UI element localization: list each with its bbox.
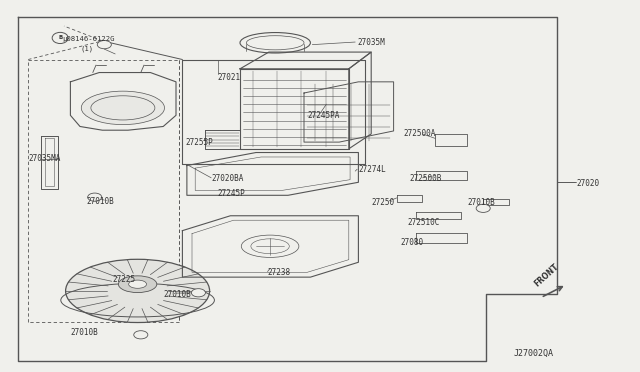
Text: B: B [58, 35, 62, 41]
Text: 27035MA: 27035MA [29, 154, 61, 163]
Text: 27010B: 27010B [163, 290, 191, 299]
Ellipse shape [81, 91, 164, 125]
Text: 272500B: 272500B [410, 174, 442, 183]
Text: 27255P: 27255P [186, 138, 213, 147]
Text: 27245PA: 27245PA [307, 111, 340, 120]
Ellipse shape [65, 259, 210, 323]
Text: 27020: 27020 [576, 179, 599, 187]
Text: 272500A: 272500A [403, 129, 436, 138]
Text: 27238: 27238 [268, 268, 291, 277]
Ellipse shape [191, 289, 205, 297]
Text: 27245P: 27245P [218, 189, 245, 198]
Text: 27035M: 27035M [357, 38, 385, 46]
Text: 27225: 27225 [112, 275, 135, 284]
Text: 27080: 27080 [401, 238, 424, 247]
Text: 27274L: 27274L [358, 165, 386, 174]
Text: J27002QA: J27002QA [514, 349, 554, 358]
Text: 272510C: 272510C [408, 218, 440, 227]
Text: 27010B: 27010B [86, 197, 114, 206]
Text: µ08146-6122G: µ08146-6122G [63, 36, 115, 42]
Text: 27010B: 27010B [467, 198, 495, 207]
Ellipse shape [88, 193, 102, 201]
Text: 27020BA: 27020BA [211, 174, 244, 183]
Ellipse shape [52, 32, 68, 44]
Text: 27250: 27250 [371, 198, 394, 207]
Text: 27021: 27021 [218, 73, 241, 82]
Text: FRONT: FRONT [532, 262, 561, 288]
Ellipse shape [97, 41, 111, 49]
Ellipse shape [118, 276, 157, 292]
Text: (1): (1) [81, 45, 94, 52]
Ellipse shape [476, 204, 490, 212]
Ellipse shape [246, 36, 304, 50]
Ellipse shape [134, 331, 148, 339]
Ellipse shape [129, 280, 147, 288]
Text: 27010B: 27010B [70, 328, 98, 337]
